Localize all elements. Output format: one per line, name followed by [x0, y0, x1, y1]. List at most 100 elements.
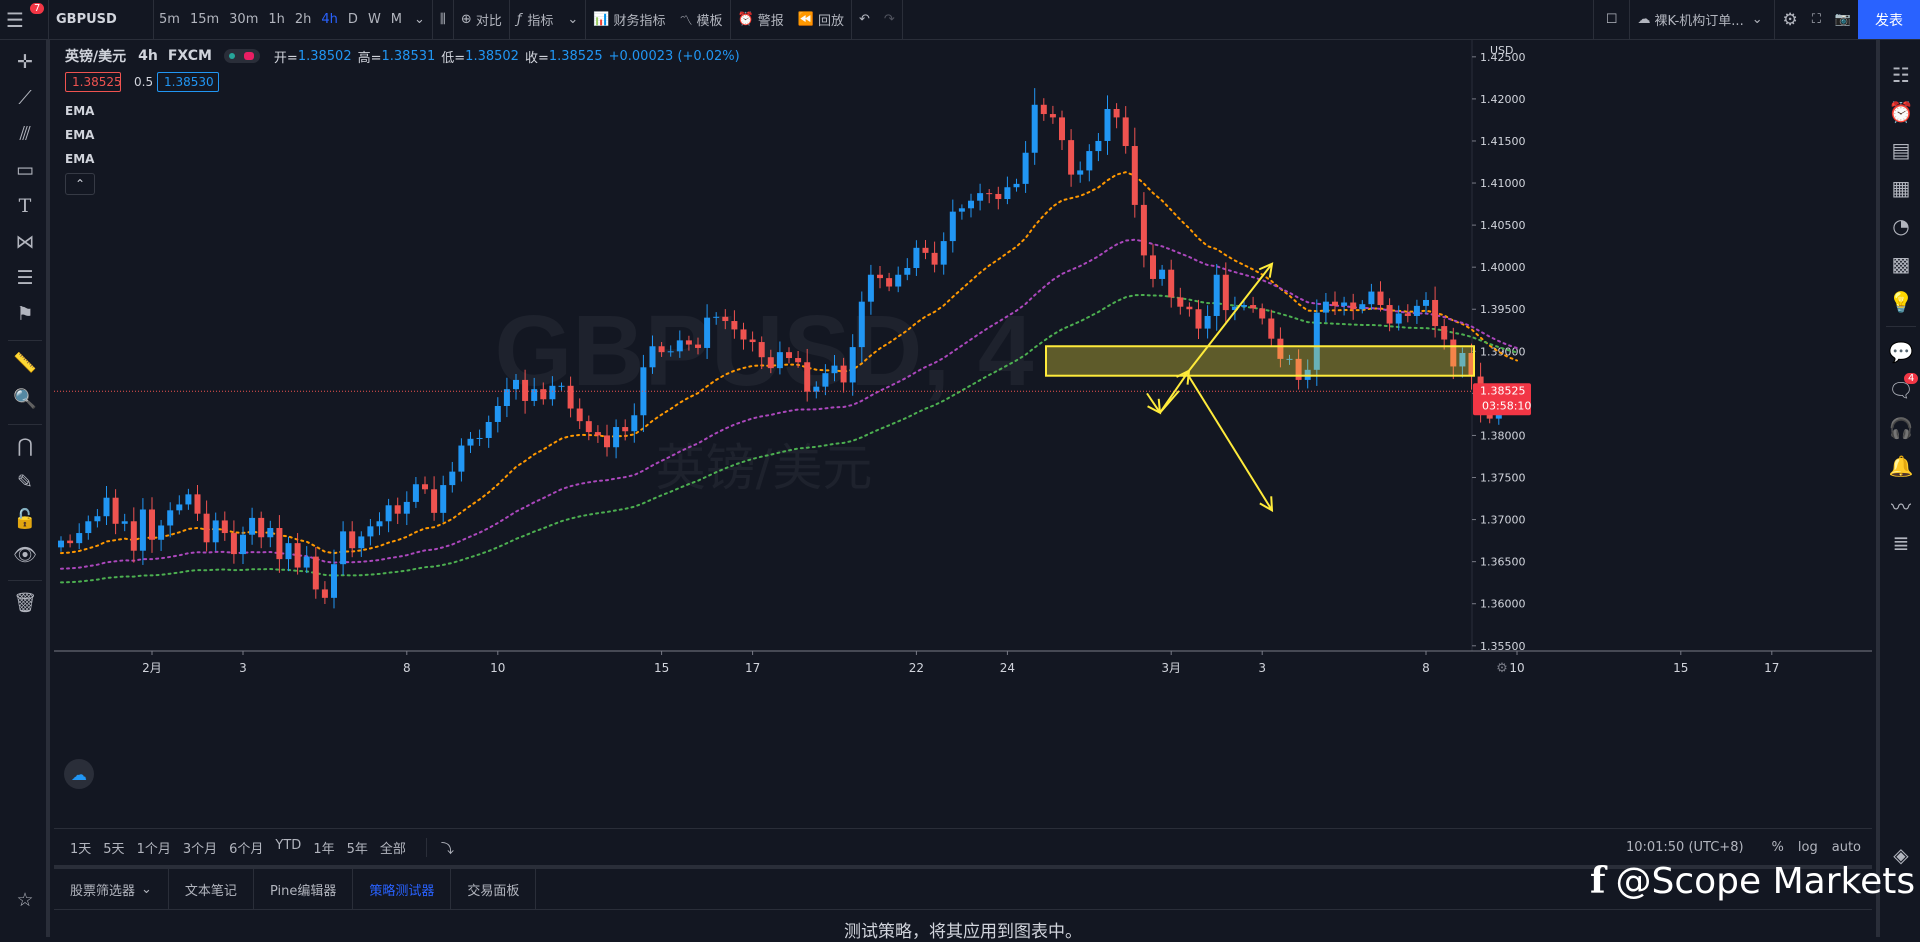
bottom-tab[interactable]: 交易面板: [451, 869, 537, 909]
menu-button[interactable]: ☰ 7: [0, 0, 48, 39]
ask-box[interactable]: 1.38530: [157, 72, 219, 92]
layout-name-button[interactable]: ☁ 裸K-机构订单... ⌄: [1630, 0, 1774, 39]
publish-button[interactable]: 发表: [1858, 0, 1920, 39]
financials-button[interactable]: 📊 财务指标: [586, 0, 672, 39]
forecast-arrow-bearish[interactable]: [1188, 376, 1273, 511]
forecast-arrow-bullish[interactable]: [1188, 263, 1273, 372]
range-button[interactable]: 5年: [346, 841, 368, 857]
hide-drawings-tool[interactable]: 👁: [12, 542, 38, 566]
range-button[interactable]: 全部: [379, 841, 406, 857]
economic-calendar-button[interactable]: ▩: [1886, 249, 1916, 279]
notifications-button[interactable]: 🔔: [1886, 451, 1916, 481]
streams-button[interactable]: 🎧: [1886, 413, 1916, 443]
settings-button[interactable]: ⚙: [1775, 0, 1804, 39]
crosshair-tool[interactable]: ✛: [12, 50, 38, 74]
chart-type-button[interactable]: ⫼: [433, 0, 453, 39]
fib-tool[interactable]: ⫻: [12, 122, 38, 146]
templates-button[interactable]: 〽模板: [673, 0, 730, 39]
percent-toggle[interactable]: %: [1771, 839, 1784, 855]
tradingview-logo[interactable]: ☁: [64, 759, 94, 789]
chats-button[interactable]: 💬: [1886, 337, 1916, 367]
remove-drawings-tool[interactable]: 🗑: [12, 590, 38, 614]
snapshot-button[interactable]: 📷: [1828, 0, 1858, 39]
lock-drawings-tool[interactable]: 🔓: [12, 506, 38, 530]
range-button[interactable]: 6个月: [229, 841, 264, 857]
alert-button[interactable]: ⏰ 警报: [731, 0, 791, 39]
magnet-tool[interactable]: ⋂: [12, 434, 38, 458]
fullscreen-button[interactable]: ⛶: [1805, 0, 1828, 39]
alerts-button[interactable]: ⏰: [1886, 97, 1916, 127]
chevron-down-icon: ⌄: [567, 12, 579, 27]
calendar-button[interactable]: ◔: [1886, 211, 1916, 241]
range-button[interactable]: 3个月: [182, 841, 218, 857]
auto-toggle[interactable]: auto: [1831, 839, 1861, 855]
layout-toggle-button[interactable]: ☐: [1594, 0, 1630, 39]
ema-legend-1[interactable]: EMA: [65, 104, 95, 118]
text-tool[interactable]: T: [12, 194, 38, 218]
interval-dropdown[interactable]: ⌄: [407, 0, 432, 39]
interval-30m[interactable]: 30m: [229, 12, 259, 27]
interval-4h[interactable]: 4h: [321, 12, 338, 27]
compare-button[interactable]: ⊕ 对比: [454, 0, 509, 39]
watchlist-button[interactable]: ☷: [1886, 60, 1916, 90]
range-button[interactable]: 5天: [103, 841, 125, 857]
bottom-tab[interactable]: 股票筛选器 ⌄: [54, 869, 169, 909]
forecast-arrow-1[interactable]: [1146, 392, 1161, 414]
interval-2h[interactable]: 2h: [294, 12, 312, 27]
clock-readout[interactable]: 10:01:50 (UTC+8): [1625, 839, 1744, 855]
bar-chart-icon: 📊: [593, 12, 610, 27]
camera-icon: 📷: [1834, 12, 1851, 27]
layers-button[interactable]: ◈: [1886, 840, 1916, 870]
range-button[interactable]: 1个月: [136, 841, 171, 857]
trend-line-tool[interactable]: ⟋: [12, 86, 38, 110]
candle-body: [867, 274, 874, 302]
favorites-tool[interactable]: ☆: [12, 888, 38, 912]
interval-15m[interactable]: 15m: [189, 12, 220, 27]
interval-1h[interactable]: 1h: [268, 12, 285, 27]
ema-legend-2[interactable]: EMA: [65, 128, 95, 142]
time-tick-label: 15: [1673, 661, 1688, 675]
axis-settings-icon[interactable]: ⚙: [1496, 661, 1508, 676]
pattern-tool[interactable]: ⋈: [12, 230, 38, 254]
interval-W[interactable]: W: [367, 12, 381, 27]
interval-M[interactable]: M: [390, 12, 403, 27]
range-button[interactable]: 1天: [70, 841, 92, 857]
ema-legend-3[interactable]: EMA: [65, 152, 95, 166]
range-button[interactable]: YTD: [275, 837, 302, 853]
redo-button[interactable]: ↷: [877, 0, 902, 39]
interval-5m[interactable]: 5m: [159, 12, 180, 27]
icons-tool[interactable]: ⚑: [12, 302, 38, 326]
data-window-button[interactable]: ▤: [1886, 135, 1916, 165]
shape-tool[interactable]: ▭: [12, 158, 38, 182]
prediction-tool[interactable]: ☰: [12, 266, 38, 290]
bottom-tab[interactable]: 文本笔记: [169, 869, 254, 909]
bid-box[interactable]: 1.38525: [65, 72, 122, 92]
indicators-button[interactable]: ƒ 指标 ⌄: [510, 0, 586, 39]
zoom-tool[interactable]: 🔍: [12, 386, 38, 410]
trading-button[interactable]: 〰: [1886, 490, 1916, 520]
replay-button[interactable]: ⏪ 回放: [791, 0, 851, 39]
undo-button[interactable]: ↶: [852, 0, 877, 39]
depth-button[interactable]: ≣: [1886, 528, 1916, 558]
measure-tool[interactable]: 📏: [12, 350, 38, 374]
candle-body: [1113, 108, 1120, 118]
ideas-button[interactable]: 💡: [1886, 287, 1916, 317]
symbol-search[interactable]: GBPUSD: [56, 12, 117, 27]
messages-button[interactable]: 🗨 4: [1886, 373, 1919, 405]
range-button[interactable]: 1年: [313, 841, 335, 857]
bottom-panel: 股票筛选器 ⌄ 文本笔记 Pine编辑器 策略测试器 交易面板 测试策略，将其应用到图表…: [54, 865, 1872, 942]
market-status-toggle[interactable]: [223, 49, 260, 63]
bottom-tab[interactable]: 策略测试器: [353, 869, 452, 909]
stay-drawing-tool[interactable]: ✎: [12, 470, 38, 494]
interval-D[interactable]: D: [347, 12, 358, 27]
goto-date-button[interactable]: ⤵: [425, 837, 461, 857]
supply-zone-rectangle[interactable]: [1045, 345, 1475, 377]
rectangle-icon: ▭: [16, 159, 34, 181]
collapse-legend-button[interactable]: ⌃: [65, 173, 95, 195]
price-chart[interactable]: GBPUSD, 4英镑/美元1.425001.420001.415001.410…: [54, 40, 1872, 828]
price-tick-label: 1.39000: [1480, 345, 1526, 358]
news-button[interactable]: ▦: [1886, 173, 1916, 203]
forecast-arrow-3[interactable]: [1159, 370, 1190, 414]
log-toggle[interactable]: log: [1797, 839, 1818, 855]
bottom-tab[interactable]: Pine编辑器: [254, 869, 354, 909]
